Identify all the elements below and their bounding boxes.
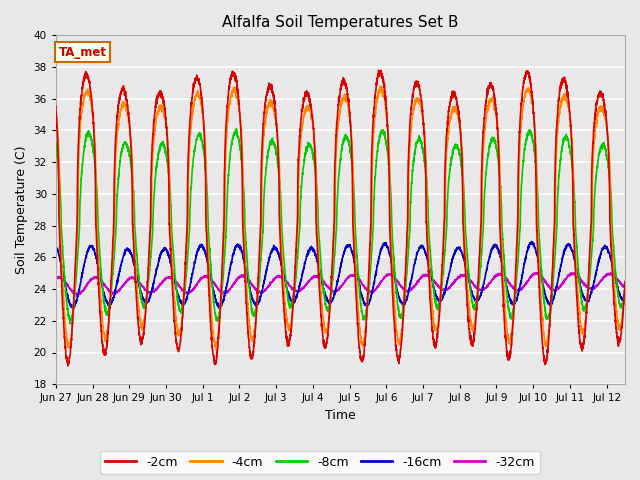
Y-axis label: Soil Temperature (C): Soil Temperature (C) [15, 145, 28, 274]
Title: Alfalfa Soil Temperatures Set B: Alfalfa Soil Temperatures Set B [222, 15, 459, 30]
Legend: -2cm, -4cm, -8cm, -16cm, -32cm: -2cm, -4cm, -8cm, -16cm, -32cm [100, 451, 540, 474]
Text: TA_met: TA_met [59, 46, 107, 59]
X-axis label: Time: Time [325, 409, 356, 422]
